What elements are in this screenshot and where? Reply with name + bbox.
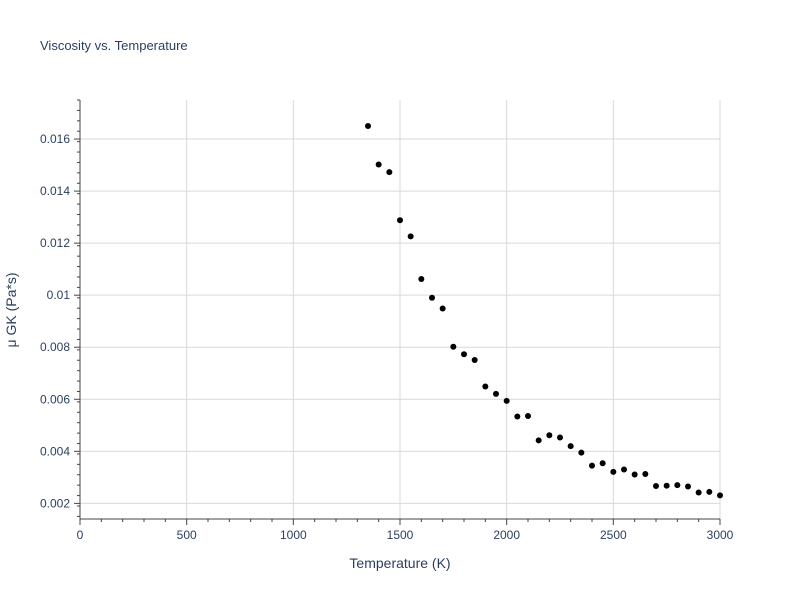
data-point <box>386 169 393 176</box>
x-tick-label: 2000 <box>493 528 520 542</box>
data-point <box>557 434 563 441</box>
y-tick-label: 0.004 <box>40 444 70 458</box>
data-point <box>429 294 435 301</box>
y-tick-label: 0.012 <box>40 236 70 250</box>
x-tick-label: 3000 <box>707 528 734 542</box>
data-point <box>663 482 670 489</box>
data-point <box>461 351 467 358</box>
chart-title: Viscosity vs. Temperature <box>40 38 188 53</box>
data-point <box>439 305 446 312</box>
x-tick-label: 1500 <box>387 528 414 542</box>
data-point <box>503 397 510 404</box>
data-point <box>685 483 691 490</box>
data-point <box>578 449 585 456</box>
data-point <box>567 443 574 450</box>
y-tick-label: 0.016 <box>40 132 70 146</box>
data-point <box>631 471 638 478</box>
data-point <box>525 412 531 419</box>
data-point <box>695 489 702 496</box>
x-tick-label: 2500 <box>600 528 627 542</box>
y-tick-label: 0.006 <box>40 392 70 406</box>
data-point <box>599 460 606 467</box>
data-point <box>375 161 382 168</box>
data-point <box>706 488 713 495</box>
data-point <box>482 383 489 390</box>
data-point <box>397 217 403 224</box>
grid <box>80 100 721 519</box>
data-point <box>610 468 617 475</box>
x-tick-label: 1000 <box>280 528 307 542</box>
data-point <box>407 233 414 240</box>
x-tick-label: 0 <box>77 528 84 542</box>
data-point <box>535 437 542 444</box>
data-point <box>642 470 649 477</box>
y-axis-title: μ GK (Pa*s) <box>3 273 19 348</box>
data-point <box>365 123 371 130</box>
y-tick-label: 0.008 <box>40 340 70 354</box>
data-point <box>621 466 627 473</box>
x-axis-title: Temperature (K) <box>349 555 450 571</box>
data-point <box>589 462 595 469</box>
x-tick-label: 500 <box>177 528 197 542</box>
data-point <box>471 356 478 363</box>
y-tick-label: 0.01 <box>47 288 71 302</box>
axes: 0 500 1000 1500 2000 2500 3000 0.002 0.004 0.006 0… <box>40 99 734 542</box>
data-point <box>450 343 457 350</box>
data-points <box>365 123 723 499</box>
data-point <box>674 482 681 489</box>
data-point <box>717 492 723 499</box>
data-point <box>493 390 499 397</box>
y-tick-label: 0.002 <box>40 496 70 510</box>
data-point <box>418 276 425 283</box>
data-point <box>514 413 521 420</box>
data-point <box>653 482 659 489</box>
y-tick-label: 0.014 <box>40 184 70 198</box>
data-point <box>546 432 553 439</box>
